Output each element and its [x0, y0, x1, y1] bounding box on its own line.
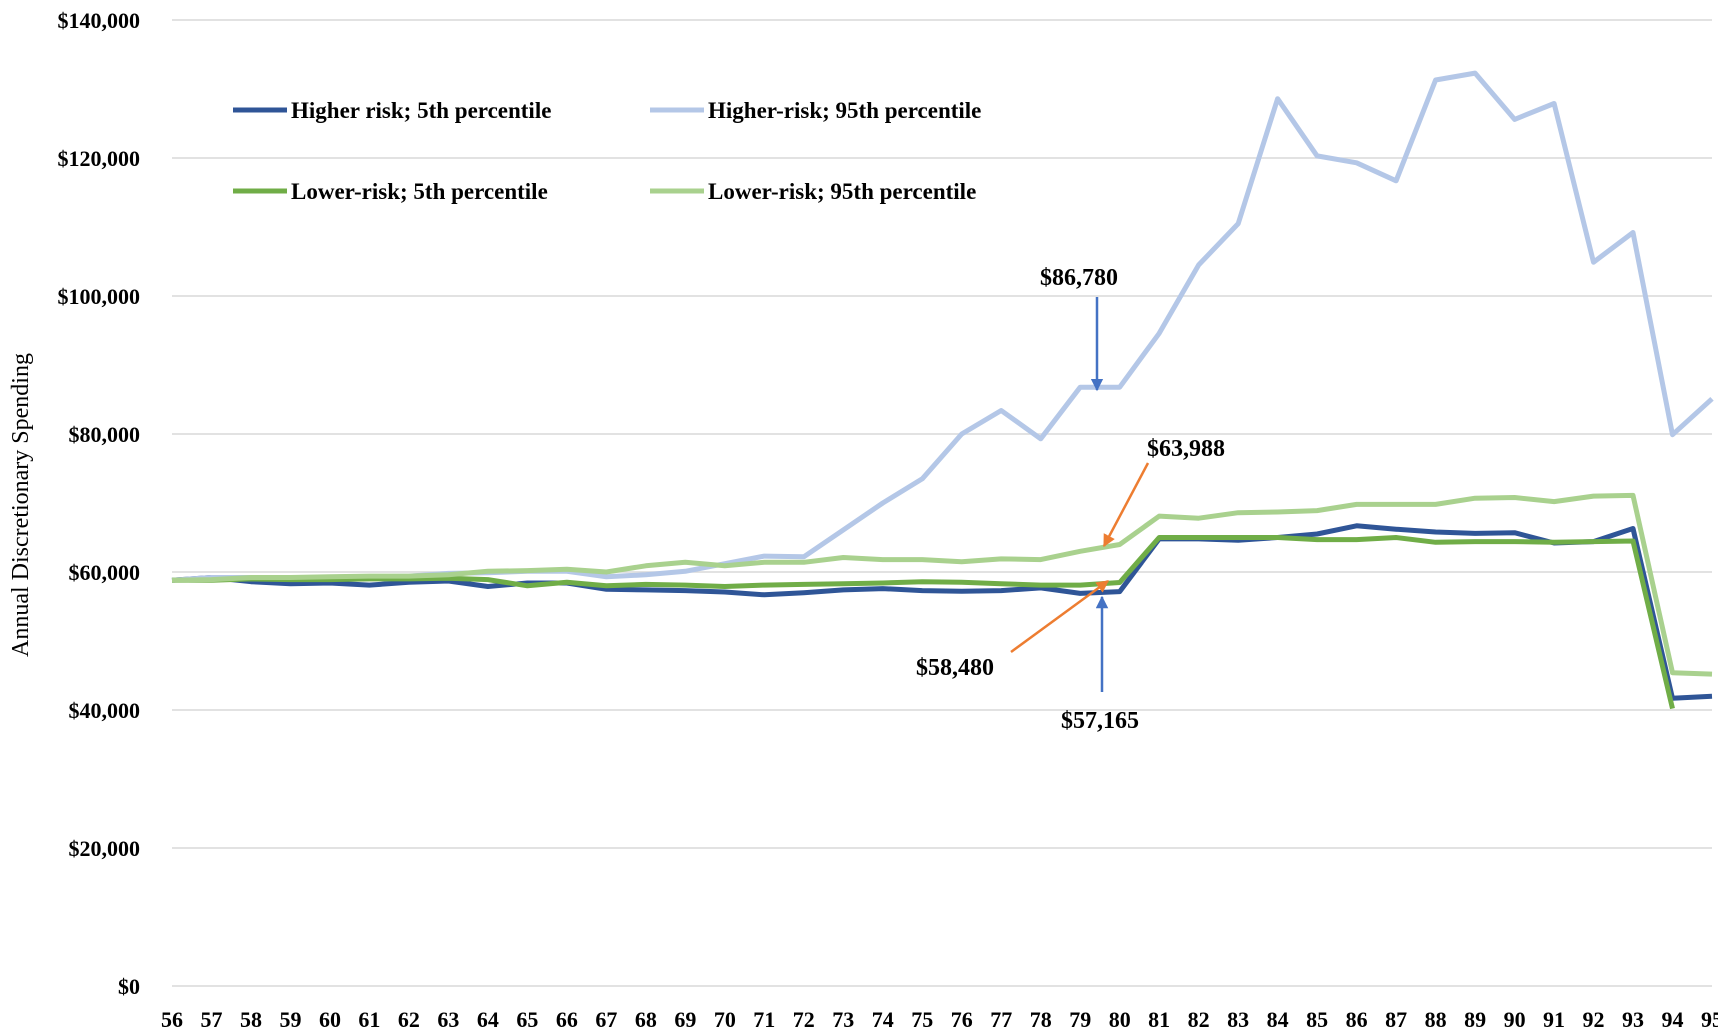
x-tick-label: 77: [990, 1007, 1012, 1032]
x-axis-ticks: 56 57 58 59 60 61 62 63 64 65 66 67 68 69 70 71 72 73 74 75…: [161, 1007, 1718, 1032]
x-tick-label: 79: [1069, 1007, 1091, 1032]
annotation-arrow-58480: [1010, 579, 1110, 654]
y-tick-label: $40,000: [69, 698, 141, 723]
x-tick-label: 73: [832, 1007, 854, 1032]
x-tick-label: 62: [398, 1007, 420, 1032]
legend-item-lower-risk-95th: Lower-risk; 95th percentile: [650, 179, 976, 204]
y-axis-label: Annual Discretionary Spending: [8, 353, 34, 657]
annotation-arrow-63988: [1102, 462, 1150, 548]
x-tick-label: 66: [556, 1007, 578, 1032]
x-tick-label: 78: [1030, 1007, 1052, 1032]
x-tick-label: 68: [635, 1007, 657, 1032]
legend-label: Higher-risk; 95th percentile: [708, 98, 981, 123]
y-tick-label: $100,000: [58, 284, 141, 309]
x-tick-label: 86: [1346, 1007, 1368, 1032]
x-tick-label: 87: [1385, 1007, 1407, 1032]
legend-item-lower-risk-5th: Lower-risk; 5th percentile: [233, 179, 548, 204]
series-line-3: [171, 492, 1713, 677]
x-tick-label: 65: [516, 1007, 538, 1032]
x-tick-label: 70: [714, 1007, 736, 1032]
legend-item-higher-risk-5th: Higher risk; 5th percentile: [233, 98, 551, 123]
x-tick-label: 80: [1109, 1007, 1131, 1032]
y-tick-label: $0: [118, 974, 140, 999]
x-tick-label: 56: [161, 1007, 183, 1032]
y-tick-label: $80,000: [69, 422, 141, 447]
x-tick-label: 90: [1504, 1007, 1526, 1032]
y-tick-label: $20,000: [69, 836, 141, 861]
x-tick-label: 91: [1543, 1007, 1565, 1032]
series-line-0: [171, 523, 1713, 701]
x-tick-label: 69: [674, 1007, 696, 1032]
x-tick-label: 76: [951, 1007, 973, 1032]
x-tick-label: 81: [1148, 1007, 1170, 1032]
series-line-1: [171, 70, 1714, 583]
gridlines: [172, 19, 1712, 987]
x-tick-label: 92: [1583, 1007, 1605, 1032]
x-tick-label: 84: [1267, 1007, 1289, 1032]
x-tick-label: 94: [1662, 1007, 1684, 1032]
annotation-63988: $63,988: [1147, 436, 1225, 462]
x-tick-label: 75: [911, 1007, 933, 1032]
legend-label: Lower-risk; 95th percentile: [708, 179, 976, 204]
y-axis-ticks: $0 $20,000 $40,000 $60,000 $80,000 $100,000 $1…: [58, 8, 141, 999]
legend-item-higher-risk-95th: Higher-risk; 95th percentile: [650, 98, 981, 123]
x-tick-label: 67: [595, 1007, 617, 1032]
y-tick-label: $140,000: [58, 8, 141, 33]
series-line-2: [172, 535, 1675, 710]
annotation-86780: $86,780: [1040, 265, 1118, 291]
x-tick-label: 82: [1188, 1007, 1210, 1032]
annotation-58480: $58,480: [916, 655, 994, 681]
x-tick-label: 57: [200, 1007, 222, 1032]
legend: Higher risk; 5th percentile Higher-risk;…: [233, 98, 981, 204]
x-tick-label: 74: [872, 1007, 894, 1032]
x-tick-label: 93: [1622, 1007, 1644, 1032]
x-tick-label: 59: [279, 1007, 301, 1032]
annotations: $86,780 $63,988 $58,480 $57,165: [916, 265, 1225, 734]
x-tick-label: 60: [319, 1007, 341, 1032]
series-lines: [171, 70, 1714, 710]
legend-label: Lower-risk; 5th percentile: [291, 179, 548, 204]
annotation-57165: $57,165: [1061, 708, 1139, 734]
x-tick-label: 83: [1227, 1007, 1249, 1032]
x-tick-label: 95: [1701, 1007, 1718, 1032]
x-tick-label: 64: [477, 1007, 499, 1032]
legend-label: Higher risk; 5th percentile: [291, 98, 551, 123]
y-tick-label: $120,000: [58, 146, 141, 171]
x-tick-label: 85: [1306, 1007, 1328, 1032]
x-tick-label: 71: [753, 1007, 775, 1032]
x-tick-label: 89: [1464, 1007, 1486, 1032]
x-tick-label: 63: [437, 1007, 459, 1032]
x-tick-label: 61: [358, 1007, 380, 1032]
x-tick-label: 72: [793, 1007, 815, 1032]
x-tick-label: 88: [1425, 1007, 1447, 1032]
y-tick-label: $60,000: [69, 560, 141, 585]
x-tick-label: 58: [240, 1007, 262, 1032]
